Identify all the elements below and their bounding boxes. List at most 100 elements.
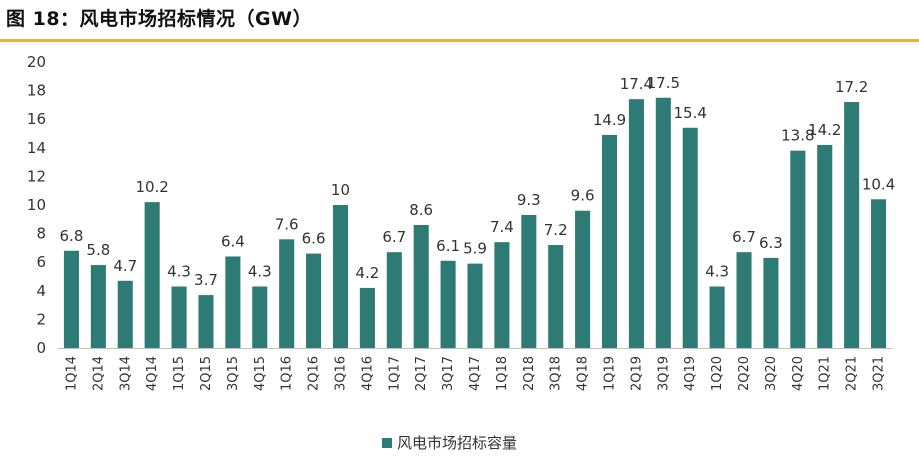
data-label: 17.2	[835, 78, 868, 96]
x-tick-label: 3Q18	[549, 356, 564, 391]
x-tick-label: 3Q16	[333, 356, 348, 391]
x-tick-label: 1Q14	[64, 356, 79, 391]
bar	[252, 286, 268, 348]
x-tick-label: 1Q18	[495, 356, 510, 391]
bar	[386, 252, 402, 348]
y-axis: 0 2 4 6 8 10 12 14 16 18 20	[27, 53, 46, 357]
x-axis: 1Q14 2Q14 3Q14 4Q14 1Q15 2Q15 3Q15 4Q15 1Q16 2Q16…	[64, 356, 886, 391]
bar	[736, 252, 752, 348]
y-tick-label: 0	[36, 339, 46, 357]
y-tick-label: 4	[36, 282, 46, 300]
data-label: 6.1	[436, 237, 460, 255]
x-tick-label: 1Q21	[818, 356, 833, 391]
x-tick-label: 4Q15	[253, 356, 268, 391]
bar	[225, 256, 241, 348]
bar	[682, 127, 698, 348]
bar	[844, 102, 860, 348]
data-label: 4.2	[355, 264, 379, 282]
data-label: 7.4	[490, 218, 514, 236]
bar	[548, 245, 564, 348]
bar	[144, 202, 160, 348]
x-tick-label: 2Q17	[414, 356, 429, 391]
bar	[709, 286, 725, 348]
data-label: 4.7	[113, 257, 137, 275]
y-tick-label: 6	[36, 253, 46, 271]
bar	[198, 295, 214, 348]
data-label: 9.6	[571, 187, 595, 205]
bar	[494, 242, 510, 348]
bar	[359, 287, 375, 348]
data-label: 4.3	[248, 263, 272, 281]
data-label: 10	[331, 181, 350, 199]
data-label: 7.6	[275, 215, 299, 233]
data-label: 7.2	[544, 221, 568, 239]
legend-label: 风电市场招标容量	[397, 434, 518, 452]
data-labels: 6.85.84.710.24.3 3.76.44.37.66.6104.26.78…	[60, 74, 896, 289]
legend-swatch	[382, 437, 392, 448]
bar	[90, 265, 106, 348]
y-tick-label: 8	[36, 225, 46, 243]
data-label: 8.6	[409, 201, 433, 219]
bar	[332, 205, 349, 348]
data-label: 17.4	[620, 75, 653, 93]
figure-title: 图 18：风电市场招标情况（GW）	[6, 8, 313, 30]
bar	[440, 260, 456, 348]
data-label: 5.8	[86, 241, 110, 259]
x-tick-label: 3Q17	[441, 356, 456, 391]
data-label: 15.4	[674, 104, 707, 122]
data-label: 5.9	[463, 240, 487, 258]
bar	[575, 210, 591, 348]
bar	[763, 257, 779, 348]
data-label: 17.5	[647, 74, 680, 92]
x-tick-label: 3Q20	[764, 356, 779, 391]
bar	[63, 250, 79, 348]
bar	[413, 225, 429, 348]
data-label: 6.3	[759, 234, 783, 252]
data-label: 14.2	[808, 121, 841, 139]
x-tick-label: 4Q18	[576, 356, 591, 391]
bar	[279, 239, 295, 348]
data-label: 10.4	[862, 175, 895, 193]
y-tick-label: 10	[27, 196, 46, 214]
x-tick-label: 3Q19	[656, 356, 671, 391]
y-tick-label: 16	[27, 110, 46, 128]
data-label: 4.3	[167, 263, 191, 281]
x-tick-label: 4Q19	[683, 356, 698, 391]
x-tick-label: 1Q16	[280, 356, 295, 391]
data-label: 9.3	[517, 191, 541, 209]
x-tick-label: 4Q20	[791, 356, 806, 391]
bar	[521, 215, 537, 348]
y-tick-label: 20	[27, 53, 46, 71]
x-tick-label: 4Q14	[145, 356, 160, 391]
data-label: 4.3	[705, 263, 729, 281]
x-tick-label: 1Q15	[172, 356, 187, 391]
y-tick-label: 18	[27, 82, 46, 100]
x-tick-label: 4Q16	[360, 356, 375, 391]
x-tick-label: 3Q21	[872, 356, 887, 391]
bar	[306, 253, 322, 348]
bar	[171, 286, 187, 348]
x-tick-label: 3Q14	[118, 356, 133, 391]
bar-series	[63, 97, 887, 349]
data-label: 14.9	[593, 111, 626, 129]
x-tick-label: 2Q20	[737, 356, 752, 391]
title-rule	[0, 39, 919, 42]
data-label: 6.8	[60, 227, 84, 245]
x-tick-label: 4Q17	[468, 356, 483, 391]
x-tick-label: 1Q19	[603, 356, 618, 391]
x-tick-label: 2Q19	[629, 356, 644, 391]
x-tick-label: 2Q16	[307, 356, 322, 391]
data-label: 6.4	[221, 232, 245, 250]
x-tick-label: 2Q15	[199, 356, 214, 391]
y-tick-label: 14	[27, 139, 46, 157]
bar	[790, 150, 806, 348]
x-tick-label: 1Q17	[387, 356, 402, 391]
x-tick-label: 2Q14	[91, 356, 106, 391]
x-tick-label: 2Q21	[845, 356, 860, 391]
legend: 风电市场招标容量	[382, 432, 517, 453]
data-label: 6.7	[382, 228, 406, 246]
bar	[655, 97, 671, 348]
bar	[871, 199, 887, 348]
bar	[467, 263, 483, 348]
